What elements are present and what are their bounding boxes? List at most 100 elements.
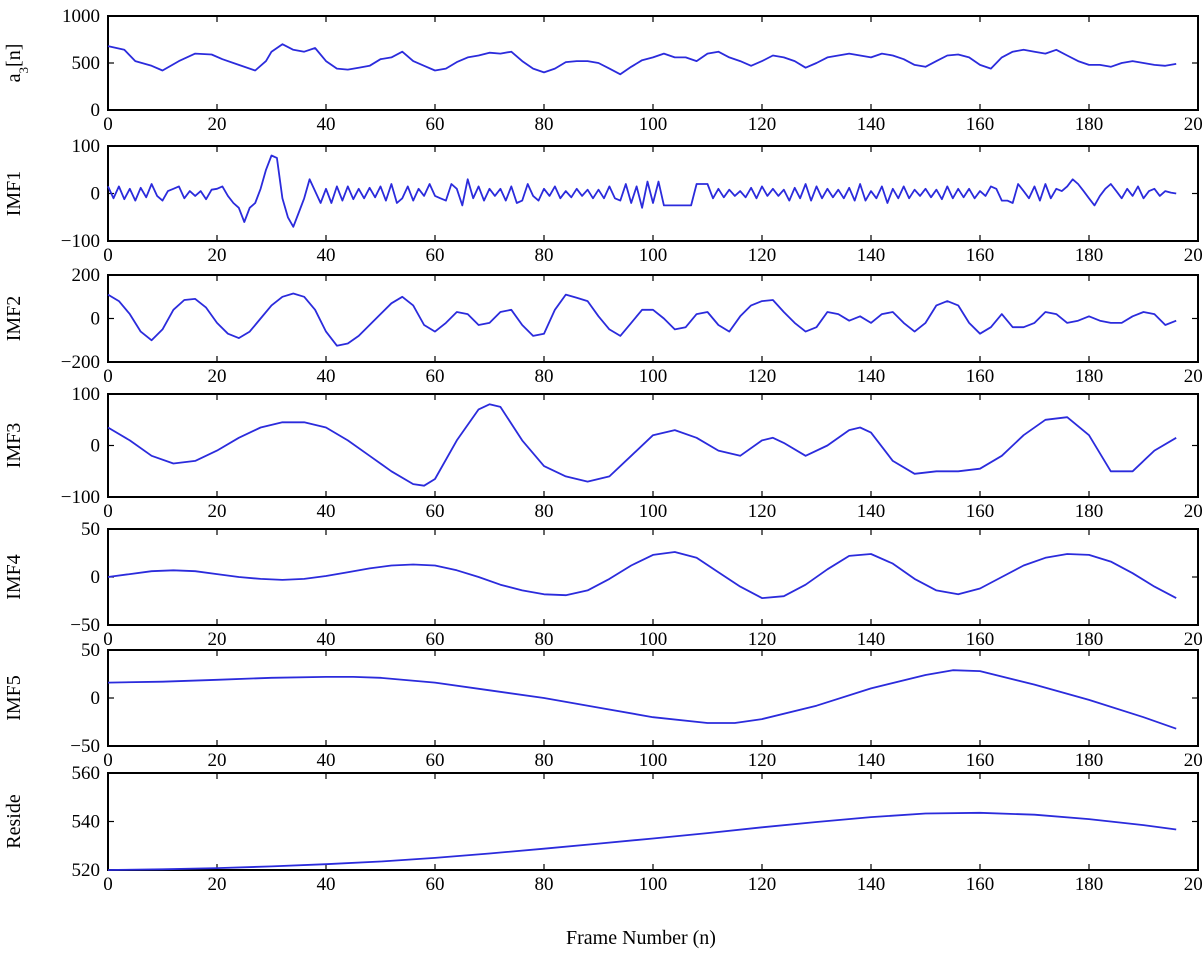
x-tick-label: 40 (317, 874, 336, 895)
x-tick-label: 200 (1184, 629, 1203, 650)
x-tick-label: 80 (535, 114, 554, 135)
x-tick-label: 0 (103, 114, 113, 135)
x-tick-label: 200 (1184, 750, 1203, 771)
x-tick-label: 20 (208, 501, 227, 522)
x-tick-label: 60 (426, 114, 445, 135)
x-tick-label: 140 (857, 501, 886, 522)
x-tick-label: 60 (426, 874, 445, 895)
x-tick-label: 60 (426, 501, 445, 522)
x-tick-label: 200 (1184, 501, 1203, 522)
y-tick-label: 50 (81, 640, 100, 661)
x-tick-label: 180 (1075, 629, 1104, 650)
y-tick-label: 0 (91, 184, 101, 205)
x-tick-label: 180 (1075, 501, 1104, 522)
x-axis-label: Frame Number (n) (566, 927, 716, 949)
x-tick-label: 80 (535, 245, 554, 266)
x-tick-label: 120 (748, 874, 777, 895)
x-tick-label: 100 (639, 874, 668, 895)
series-line-1 (107, 551, 1177, 599)
x-tick-label: 100 (639, 629, 668, 650)
x-tick-label: 100 (639, 366, 668, 387)
x-tick-label: 100 (639, 245, 668, 266)
y-axis-label: IMF5 (3, 675, 25, 721)
panel-frame (107, 15, 1199, 111)
x-tick-label: 0 (103, 874, 113, 895)
panel-frame (107, 772, 1199, 871)
y-axis-label: IMF2 (3, 296, 25, 342)
y-tick-label: −100 (61, 231, 100, 252)
x-tick-label: 180 (1075, 750, 1104, 771)
x-tick-label: 100 (639, 750, 668, 771)
y-tick-label: −50 (70, 615, 100, 636)
x-tick-label: 160 (966, 245, 995, 266)
x-tick-label: 80 (535, 501, 554, 522)
x-tick-label: 20 (208, 366, 227, 387)
x-tick-label: 160 (966, 366, 995, 387)
x-tick-label: 120 (748, 245, 777, 266)
y-axis-label: a3[n] (3, 44, 31, 83)
x-tick-label: 60 (426, 629, 445, 650)
y-tick-label: 0 (91, 309, 101, 330)
x-tick-label: 200 (1184, 874, 1203, 895)
y-tick-label: 50 (81, 519, 100, 540)
y-axis-label: Reside (3, 794, 25, 849)
series-line-1 (107, 43, 1177, 76)
x-tick-label: 60 (426, 750, 445, 771)
y-tick-label: 0 (91, 436, 101, 457)
x-tick-label: 40 (317, 245, 336, 266)
x-tick-label: 40 (317, 750, 336, 771)
y-axis-label: IMF4 (3, 554, 25, 600)
x-tick-label: 140 (857, 366, 886, 387)
x-tick-label: 20 (208, 245, 227, 266)
panel-frame (107, 393, 1199, 498)
x-tick-label: 80 (535, 750, 554, 771)
panel-frame (107, 528, 1199, 626)
panel-frame (107, 274, 1199, 363)
x-tick-label: 120 (748, 114, 777, 135)
x-tick-label: 40 (317, 501, 336, 522)
y-tick-label: 200 (72, 265, 101, 286)
x-tick-label: 60 (426, 366, 445, 387)
y-axis-label: IMF3 (3, 423, 25, 469)
y-tick-label: −100 (61, 487, 100, 508)
x-tick-label: 200 (1184, 114, 1203, 135)
y-tick-label: 0 (91, 100, 101, 121)
series-line-1 (107, 154, 1177, 228)
x-tick-label: 100 (639, 501, 668, 522)
series-line-1 (107, 403, 1177, 487)
x-tick-label: 20 (208, 629, 227, 650)
x-tick-label: 0 (103, 629, 113, 650)
x-tick-label: 120 (748, 750, 777, 771)
x-tick-label: 20 (208, 874, 227, 895)
x-tick-label: 120 (748, 366, 777, 387)
x-tick-label: 140 (857, 874, 886, 895)
y-tick-label: 540 (72, 812, 101, 833)
x-tick-label: 140 (857, 114, 886, 135)
x-tick-label: 60 (426, 245, 445, 266)
y-tick-label: 1000 (62, 6, 100, 27)
x-tick-label: 160 (966, 874, 995, 895)
x-tick-label: 200 (1184, 366, 1203, 387)
x-tick-label: 140 (857, 245, 886, 266)
x-tick-label: 180 (1075, 366, 1104, 387)
y-tick-label: 0 (91, 688, 101, 709)
panel-frame (107, 145, 1199, 242)
x-tick-label: 140 (857, 629, 886, 650)
x-tick-label: 80 (535, 366, 554, 387)
x-tick-label: 0 (103, 366, 113, 387)
x-tick-label: 160 (966, 629, 995, 650)
series-line-1 (107, 669, 1177, 730)
x-tick-label: 20 (208, 750, 227, 771)
y-tick-label: 520 (72, 860, 101, 881)
y-axis-label: IMF1 (3, 171, 25, 217)
x-tick-label: 160 (966, 750, 995, 771)
y-tick-label: −200 (61, 352, 100, 373)
x-tick-label: 160 (966, 501, 995, 522)
x-tick-label: 120 (748, 629, 777, 650)
series-line-1 (107, 811, 1177, 871)
